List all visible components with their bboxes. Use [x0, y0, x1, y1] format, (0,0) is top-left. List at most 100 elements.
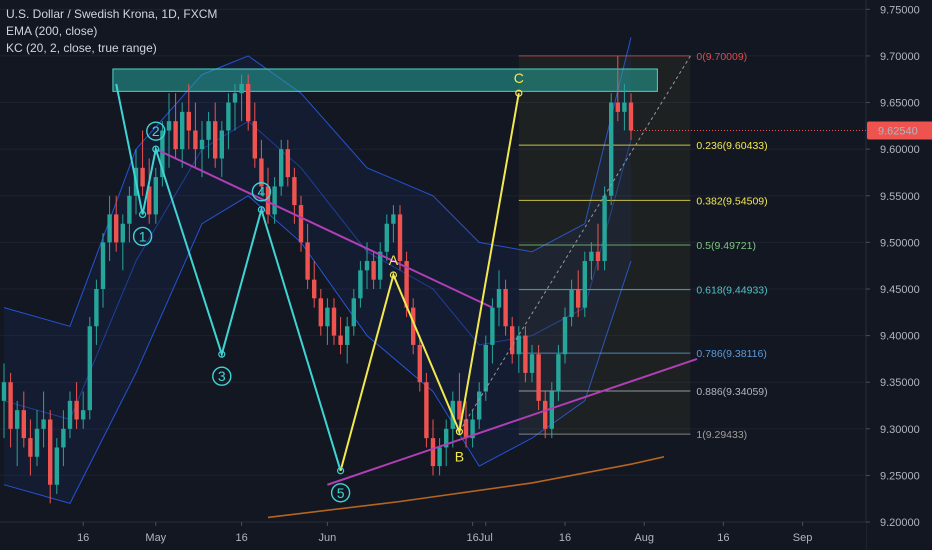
price-tick-label: 9.65000	[880, 98, 920, 110]
fib-level-label: 1(9.29433)	[696, 429, 747, 441]
projection-line	[458, 55, 691, 432]
candle-body	[378, 251, 383, 280]
wave-point	[337, 467, 345, 475]
candle-body	[463, 419, 469, 439]
wave-label: 3	[218, 368, 226, 384]
wave-label: 4	[258, 184, 266, 200]
candle-body	[622, 102, 627, 112]
current-price-badge	[867, 121, 932, 140]
keltner-middle	[3, 120, 632, 421]
candle-body	[114, 214, 119, 243]
candle-body	[444, 428, 449, 448]
price-tick-label: 9.70000	[880, 51, 920, 63]
candle-body	[219, 130, 224, 159]
candle-body	[358, 270, 363, 299]
candle-body	[609, 102, 614, 196]
candle-body	[582, 261, 587, 308]
candle-body	[48, 419, 53, 485]
candle-body	[562, 316, 568, 355]
candle-body	[67, 400, 73, 429]
candle-body	[529, 354, 535, 373]
candle-body	[153, 177, 158, 215]
wave-label-circle	[330, 483, 351, 503]
candle-body	[180, 111, 185, 150]
price-tick-label: 9.60000	[880, 144, 920, 156]
candle-body	[490, 307, 495, 345]
abc-point	[515, 89, 523, 97]
candle-body	[54, 447, 59, 485]
time-tick-label: 16	[717, 532, 729, 544]
wave-label-circle	[132, 226, 153, 247]
candle-body	[411, 307, 416, 345]
trendline	[327, 357, 698, 486]
candle-body	[94, 288, 99, 327]
price-tick-label: 9.45000	[880, 284, 920, 296]
candle-body	[81, 410, 86, 420]
candle-body	[523, 335, 528, 373]
candle-body	[246, 83, 251, 122]
price-tick-label: 9.20000	[880, 517, 920, 529]
candle-body	[516, 335, 521, 355]
candle-body	[279, 149, 284, 187]
candle-body	[351, 298, 356, 327]
candle-body	[549, 391, 554, 429]
candle-body	[74, 400, 79, 420]
wave-point	[139, 210, 147, 219]
abc-wave-path	[339, 93, 520, 472]
candle-body	[28, 438, 33, 457]
candle-body	[15, 410, 20, 429]
abc-label: B	[455, 449, 464, 465]
candle-body	[206, 121, 211, 140]
candle-body	[239, 83, 244, 94]
candle-body	[166, 121, 172, 131]
fib-level-label: 0.618(9.44933)	[696, 285, 767, 297]
candle-body	[384, 223, 389, 252]
legend-kc: KC (20, 2, close, true range)	[6, 41, 157, 55]
resistance-zone	[112, 68, 658, 92]
candle-body	[430, 438, 436, 467]
candle-body	[325, 307, 330, 327]
candle-body	[147, 186, 152, 215]
candle-body	[226, 102, 231, 131]
time-tick-label: Aug	[634, 532, 654, 544]
time-tick-label: 16	[466, 532, 478, 544]
candle-body	[272, 186, 277, 215]
candle-body	[318, 298, 323, 327]
wave-point	[152, 145, 160, 153]
candle-body	[285, 149, 290, 178]
candle-body	[556, 354, 561, 392]
candle-body	[404, 261, 409, 308]
candle-body	[345, 326, 350, 345]
candle-body	[127, 195, 132, 224]
candle-body	[305, 242, 310, 280]
price-tick-label: 9.30000	[880, 424, 920, 436]
candle-body	[417, 344, 422, 383]
time-tick-label: 16	[235, 532, 247, 544]
chart-legend: U.S. Dollar / Swedish Krona, 1D, FXCM EM…	[6, 6, 217, 57]
candle-body	[61, 428, 66, 448]
candle-body	[265, 186, 271, 215]
time-tick-label: Sep	[793, 532, 813, 544]
fib-level-label: 0.886(9.34059)	[696, 386, 767, 398]
candle-body	[160, 130, 165, 178]
candle-body	[331, 307, 337, 336]
candle-body	[87, 326, 92, 411]
candle-body	[100, 242, 106, 289]
candle-body	[510, 326, 515, 355]
candle-body	[496, 288, 502, 308]
wave-label: 1	[139, 228, 147, 244]
candle-body	[232, 93, 238, 103]
candle-body	[391, 214, 396, 224]
abc-point	[455, 428, 463, 436]
time-tick-label: 16	[77, 532, 89, 544]
abc-label: C	[514, 70, 524, 86]
price-tick-label: 9.25000	[880, 470, 920, 482]
price-tick-label: 9.75000	[880, 4, 920, 16]
candle-body	[8, 382, 13, 429]
candle-body	[193, 130, 198, 150]
candle-body	[21, 410, 26, 439]
wave-label-circle	[146, 121, 166, 141]
price-tick-label: 9.55000	[880, 191, 920, 203]
fib-level-label: 0.5(9.49721)	[696, 240, 756, 252]
